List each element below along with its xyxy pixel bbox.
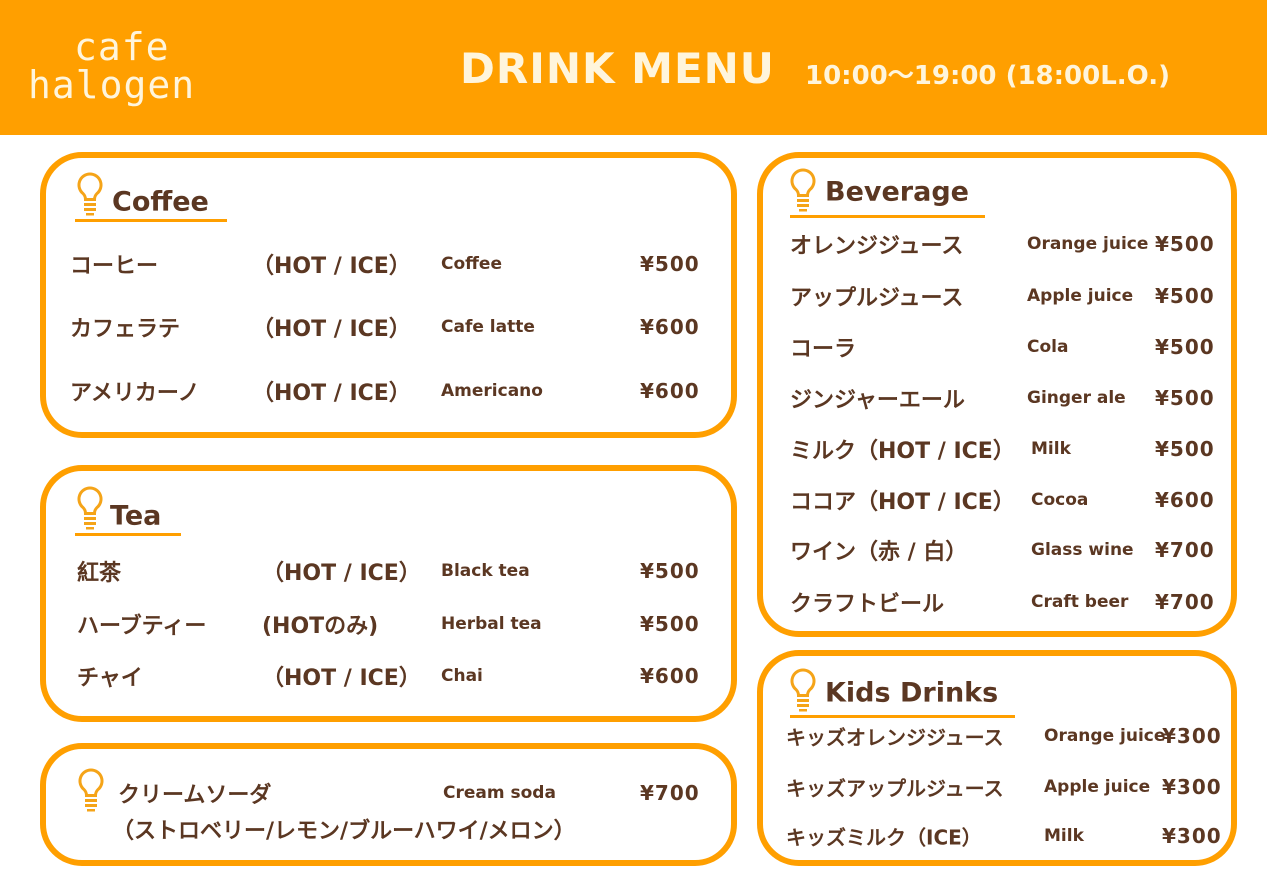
item-price: ¥700: [1155, 538, 1215, 562]
item-price: ¥500: [640, 559, 700, 583]
heading-underline: [790, 715, 1015, 718]
tea-section: [40, 465, 737, 722]
lightbulb-icon: [77, 172, 103, 216]
heading-underline: [75, 533, 181, 536]
item-name-en: Milk: [1044, 826, 1084, 846]
item-name-jp: キッズミルク（ICE）: [786, 825, 982, 850]
lightbulb-icon: [790, 168, 816, 212]
heading-underline: [790, 215, 985, 218]
item-name-en: Coffee: [441, 254, 502, 274]
item-name-jp: ワイン（赤 / 白）: [790, 540, 968, 565]
item-name-en: Glass wine: [1031, 540, 1134, 560]
beverage-section: [757, 152, 1237, 637]
item-name-en: Cola: [1027, 337, 1069, 357]
item-name-en: Craft beer: [1031, 592, 1129, 612]
item-price: ¥300: [1162, 775, 1222, 799]
item-price: ¥500: [1155, 437, 1215, 461]
item-price: ¥600: [640, 315, 700, 339]
opening-hours: 10:00〜19:00 (18:00L.O.): [805, 61, 1170, 91]
item-name-jp: コーヒー: [70, 254, 159, 279]
item-option: （HOT / ICE）: [252, 381, 411, 406]
item-name-jp: クラフトビール: [790, 592, 945, 617]
item-name-jp: 紅茶: [77, 561, 122, 586]
item-name-en: Cafe latte: [441, 317, 535, 337]
item-name-jp: ココア（HOT / ICE）: [790, 490, 1015, 515]
item-name-jp: ハーブティー: [77, 614, 207, 639]
item-price: ¥300: [1162, 724, 1222, 748]
logo: cafe halogen: [28, 28, 195, 104]
item-price: ¥700: [1155, 590, 1215, 614]
item-name-en: Cocoa: [1031, 490, 1089, 510]
item-option: （HOT / ICE）: [252, 317, 411, 342]
item-flavors: （ストロベリー/レモン/ブルーハワイ/メロン）: [112, 819, 576, 844]
item-name-jp: ミルク（HOT / ICE）: [790, 439, 1015, 464]
item-name-jp: オレンジジュース: [790, 234, 964, 259]
heading-underline: [75, 219, 227, 222]
item-name-jp: キッズアップルジュース: [786, 776, 1004, 801]
item-name-en: Orange juice: [1044, 726, 1166, 746]
page-title: DRINK MENU: [460, 44, 775, 93]
section-title: Coffee: [112, 186, 209, 218]
item-price: ¥600: [1155, 488, 1215, 512]
item-price: ¥600: [640, 664, 700, 688]
item-option: （HOT / ICE）: [262, 561, 421, 586]
item-name-en: Apple juice: [1027, 286, 1134, 306]
header: cafe halogen DRINK MENU 10:00〜19:00 (18:…: [0, 0, 1267, 135]
item-name-jp: アメリカーノ: [70, 381, 200, 406]
coffee-section: [40, 152, 737, 438]
item-name-en: Orange juice: [1027, 234, 1149, 254]
lightbulb-icon: [77, 486, 103, 530]
cream-soda-section: [40, 743, 737, 866]
item-name-en: Milk: [1031, 439, 1071, 459]
lightbulb-icon: [78, 768, 104, 812]
logo-line-1: cafe: [74, 25, 170, 69]
item-price: ¥500: [640, 612, 700, 636]
item-name-jp: コーラ: [790, 337, 857, 362]
item-name-en: Cream soda: [443, 783, 556, 803]
section-title: Tea: [110, 500, 162, 532]
kids-section: [757, 650, 1237, 866]
item-name-en: Apple juice: [1044, 777, 1151, 797]
item-price: ¥500: [640, 252, 700, 276]
item-price: ¥500: [1155, 232, 1215, 256]
item-option: （HOT / ICE）: [262, 666, 421, 691]
item-name-en: Ginger ale: [1027, 388, 1126, 408]
item-option: （HOT / ICE）: [252, 254, 411, 279]
item-price: ¥300: [1162, 824, 1222, 848]
item-name-jp: クリームソーダ: [118, 783, 272, 808]
section-title: Beverage: [825, 176, 969, 208]
item-name-jp: チャイ: [77, 666, 143, 691]
item-name-jp: ジンジャーエール: [790, 388, 965, 413]
item-name-en: Black tea: [441, 561, 530, 581]
item-name-en: Americano: [441, 381, 543, 401]
item-price: ¥500: [1155, 335, 1215, 359]
item-price: ¥500: [1155, 386, 1215, 410]
item-name-jp: アップルジュース: [790, 286, 964, 311]
logo-line-2: halogen: [28, 63, 196, 107]
section-title: Kids Drinks: [825, 677, 999, 709]
lightbulb-icon: [790, 668, 816, 712]
item-price: ¥600: [640, 379, 700, 403]
item-price: ¥500: [1155, 284, 1215, 308]
item-price: ¥700: [640, 781, 700, 805]
item-name-jp: カフェラテ: [70, 317, 181, 342]
item-name-en: Herbal tea: [441, 614, 542, 634]
item-name-en: Chai: [441, 666, 483, 686]
item-name-jp: キッズオレンジジュース: [786, 725, 1004, 750]
item-option: (HOTのみ): [262, 614, 379, 639]
